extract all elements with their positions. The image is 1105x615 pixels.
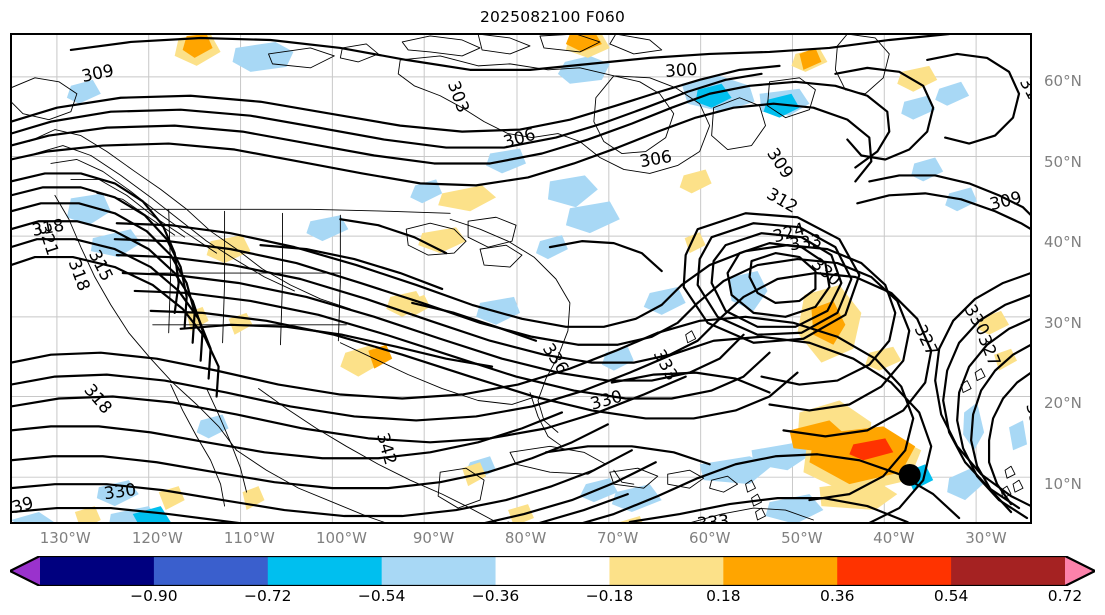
colorbar-under-wedge: [10, 556, 40, 586]
colorbar-tick-labels: −0.90 −0.72 −0.54 −0.36 −0.18 0.18 0.36 0.54 0.7…: [0, 587, 1105, 611]
colorbar-band: [267, 556, 383, 586]
height-contours: [11, 34, 1031, 523]
lon-tick-label: 70°W: [596, 529, 639, 547]
contour-label: 330: [103, 479, 138, 503]
colorbar-band: [951, 556, 1066, 586]
colorbar-tick-label: 0.18: [706, 587, 741, 605]
lon-tick-label: 100°W: [315, 529, 367, 547]
colorbar[interactable]: [10, 556, 1095, 586]
lat-tick-label: 10°N: [1044, 474, 1082, 493]
map-panel[interactable]: 309 300 303 306 306 309 318 312 309 321 318 315 318 3…: [10, 33, 1032, 524]
lon-tick-label: 120°W: [131, 529, 183, 547]
colorbar-band: [381, 556, 497, 586]
lon-tick-label: 110°W: [223, 529, 275, 547]
colorbar-tick-label: 0.54: [933, 587, 969, 605]
colorbar-over-wedge: [1065, 556, 1095, 586]
page-title: 2025082100 F060: [479, 8, 626, 26]
colorbar-tick-label: −0.90: [130, 587, 178, 605]
contour-label: 333: [788, 230, 823, 254]
lon-tick-label: 90°W: [412, 529, 455, 547]
lon-tick-label: 30°W: [965, 529, 1007, 547]
colorbar-band: [40, 556, 155, 586]
colorbar-tick-label: −0.36: [471, 587, 520, 605]
lon-tick-label: 130°W: [39, 529, 91, 547]
lat-tick-label: 60°N: [1044, 72, 1082, 91]
lon-tick-label: 50°W: [781, 529, 823, 547]
lon-tick-label: 60°W: [689, 529, 731, 547]
storm-marker: [898, 463, 921, 486]
colorbar-band: [495, 556, 610, 586]
lon-tick-label: 80°W: [504, 529, 547, 547]
colorbar-band: [153, 556, 269, 586]
lon-tick-label: 40°W: [873, 529, 915, 547]
colorbar-tick-label: 0.36: [819, 587, 855, 605]
lat-tick-label: 40°N: [1044, 233, 1082, 252]
colorbar-tick-label: −0.18: [585, 587, 634, 605]
colorbar-tick-label: −0.54: [357, 587, 406, 605]
contour-label: 333: [696, 510, 730, 523]
colorbar-tick-label: 0.72: [1047, 587, 1083, 605]
colorbar-bands: [10, 556, 1095, 586]
colorbar-band: [609, 556, 724, 586]
contour-label: 300: [664, 59, 698, 81]
contour-label: 336: [1022, 401, 1031, 437]
colorbar-band: [837, 556, 952, 586]
lat-tick-label: 30°N: [1044, 313, 1082, 332]
lat-tick-label: 20°N: [1044, 394, 1082, 413]
colorbar-svg: [10, 556, 1095, 586]
colorbar-tick-label: −0.72: [244, 587, 292, 605]
lat-tick-label: 50°N: [1044, 152, 1082, 171]
colorbar-band: [723, 556, 838, 586]
